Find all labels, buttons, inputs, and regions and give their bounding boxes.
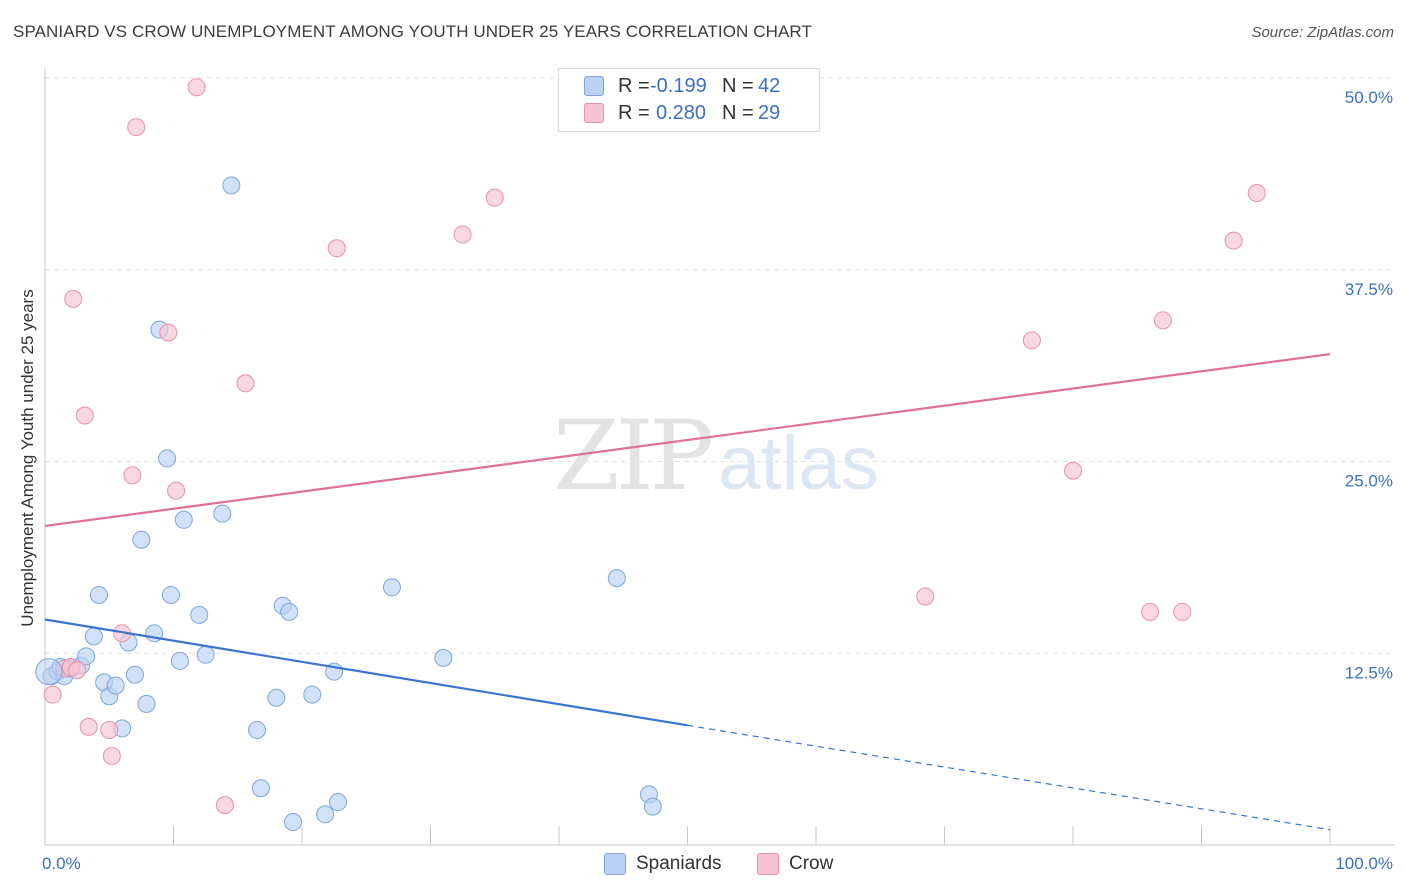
- crow-point-23: [1141, 602, 1160, 621]
- spaniards-point-7: [84, 627, 103, 646]
- spaniards-point-25: [213, 504, 232, 523]
- spaniards-point-23: [190, 605, 209, 624]
- spaniards-point-31: [280, 602, 299, 621]
- bottom-legend-spaniards: Spaniards: [604, 852, 722, 876]
- spaniards-point-27: [248, 720, 267, 739]
- spaniards-point-36: [328, 793, 347, 812]
- spaniards-point-34: [316, 805, 335, 824]
- watermark-zip: ZIP: [553, 400, 714, 512]
- crow-point-27: [1247, 184, 1266, 203]
- spaniards-point-6: [77, 647, 96, 666]
- legend-row-crow: R = 0.280 N = 29: [584, 101, 780, 125]
- watermark-atlas: atlas: [718, 421, 879, 506]
- crow-swatch: [584, 103, 604, 123]
- y-axis-label: Unemployment Among Youth under 25 years: [18, 289, 37, 627]
- legend-row-spaniards: R = -0.199 N = 42: [584, 74, 780, 98]
- x-tick-label-1: 100.0%: [1335, 854, 1393, 873]
- crow-point-6: [79, 717, 98, 736]
- x-tick-label-0: 0.0%: [42, 854, 81, 873]
- crow-point-20: [916, 587, 935, 606]
- stats-legend: R = -0.199 N = 42 R = 0.280 N = 29: [558, 68, 820, 132]
- chart-title: SPANIARD VS CROW UNEMPLOYMENT AMONG YOUT…: [13, 22, 812, 41]
- crow-point-13: [167, 481, 186, 500]
- crow-point-7: [100, 720, 119, 739]
- crow-point-8: [102, 747, 121, 766]
- spaniards-swatch: [584, 76, 604, 96]
- spaniards-point-29: [267, 688, 286, 707]
- spaniards-n-value: 42: [758, 74, 781, 97]
- spaniards-point-37: [382, 578, 401, 597]
- crow-point-17: [327, 239, 346, 258]
- source-label: Source: ZipAtlas.com: [1251, 24, 1394, 41]
- crow-point-10: [123, 466, 142, 485]
- spaniards-r-value: -0.199: [650, 74, 707, 97]
- spaniards-point-22: [174, 510, 193, 529]
- spaniards-trend-extension: [687, 724, 1331, 831]
- spaniards-point-24: [196, 645, 215, 664]
- spaniards-point-32: [284, 812, 303, 831]
- spaniards-point-16: [137, 694, 156, 713]
- crow-point-15: [215, 796, 234, 815]
- y-tick-label-0: 12.5%: [1345, 663, 1393, 682]
- y-tick-label-2: 37.5%: [1345, 280, 1393, 299]
- crow-point-18: [453, 225, 472, 244]
- spaniards-point-20: [161, 585, 180, 604]
- spaniards-point-41: [643, 797, 662, 816]
- crow-point-24: [1153, 311, 1172, 330]
- spaniards-point-33: [303, 685, 322, 704]
- bottom-spaniards-label: Spaniards: [636, 853, 722, 874]
- crow-n-label: N =: [722, 101, 754, 124]
- spaniards-trend-line: [44, 618, 688, 727]
- crow-r-label: R =: [618, 101, 650, 124]
- spaniards-point-15: [132, 530, 151, 549]
- spaniards-point-19: [158, 449, 177, 468]
- y-tick-label-1: 25.0%: [1345, 472, 1393, 491]
- crow-point-14: [187, 78, 206, 97]
- bottom-crow-swatch: [757, 853, 779, 875]
- spaniards-point-14: [125, 665, 144, 684]
- spaniards-point-26: [222, 176, 241, 195]
- spaniards-point-28: [251, 779, 270, 798]
- crow-point-4: [64, 289, 83, 308]
- crow-point-11: [127, 118, 146, 137]
- crow-point-25: [1173, 602, 1192, 621]
- crow-point-26: [1224, 231, 1243, 250]
- crow-point-21: [1022, 331, 1041, 350]
- bottom-spaniards-swatch: [604, 853, 626, 875]
- bottom-crow-label: Crow: [789, 853, 834, 874]
- y-tick-label-3: 50.0%: [1345, 88, 1393, 107]
- crow-point-16: [236, 374, 255, 393]
- spaniards-n-label: N =: [722, 74, 754, 97]
- crow-point-12: [159, 323, 178, 342]
- crow-r-value: 0.280: [656, 101, 707, 124]
- spaniards-cluster-point: [35, 658, 63, 686]
- crow-point-0: [43, 685, 62, 704]
- bottom-legend-crow: Crow: [757, 852, 833, 876]
- crow-n-value: 29: [758, 101, 781, 124]
- watermark: ZIP atlas: [553, 400, 879, 512]
- spaniards-point-8: [89, 585, 108, 604]
- crow-point-5: [75, 406, 94, 425]
- crow-point-22: [1064, 461, 1082, 480]
- spaniards-r-label: R =: [618, 74, 650, 97]
- crow-trend-line: [44, 353, 1331, 528]
- spaniards-point-39: [607, 569, 626, 588]
- spaniards-point-38: [434, 648, 453, 667]
- crow-point-3: [68, 661, 87, 680]
- spaniards-point-11: [106, 676, 125, 695]
- crow-point-19: [485, 188, 504, 207]
- spaniards-point-21: [170, 651, 189, 670]
